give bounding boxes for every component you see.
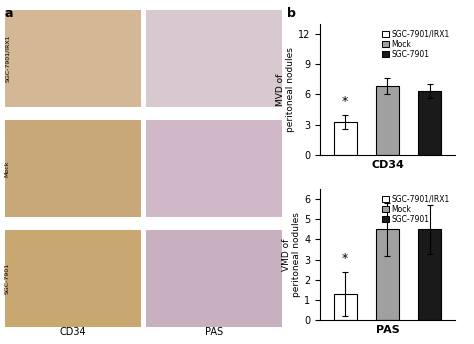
Text: Mock: Mock	[5, 160, 10, 177]
Bar	[334, 294, 357, 320]
Text: PAS: PAS	[205, 327, 223, 337]
Y-axis label: VMD of
peritoneal nodules: VMD of peritoneal nodules	[282, 212, 301, 297]
Text: b: b	[287, 7, 296, 20]
Bar	[418, 92, 441, 155]
Text: SGC-7901: SGC-7901	[5, 263, 10, 294]
Y-axis label: MVD of
peritoneal nodules: MVD of peritoneal nodules	[276, 47, 295, 132]
Bar	[376, 86, 399, 155]
Legend: SGC-7901/IRX1, Mock, SGC-7901: SGC-7901/IRX1, Mock, SGC-7901	[380, 28, 451, 60]
X-axis label: PAS: PAS	[375, 325, 400, 335]
X-axis label: CD34: CD34	[371, 160, 404, 170]
Bar	[334, 122, 357, 155]
Text: *: *	[342, 95, 348, 108]
Legend: SGC-7901/IRX1, Mock, SGC-7901: SGC-7901/IRX1, Mock, SGC-7901	[380, 193, 451, 225]
Bar	[376, 229, 399, 320]
Text: a: a	[5, 7, 13, 20]
Bar	[418, 229, 441, 320]
Text: SGC-7901/IRX1: SGC-7901/IRX1	[5, 35, 10, 82]
Text: CD34: CD34	[60, 327, 86, 337]
Text: *: *	[342, 252, 348, 265]
